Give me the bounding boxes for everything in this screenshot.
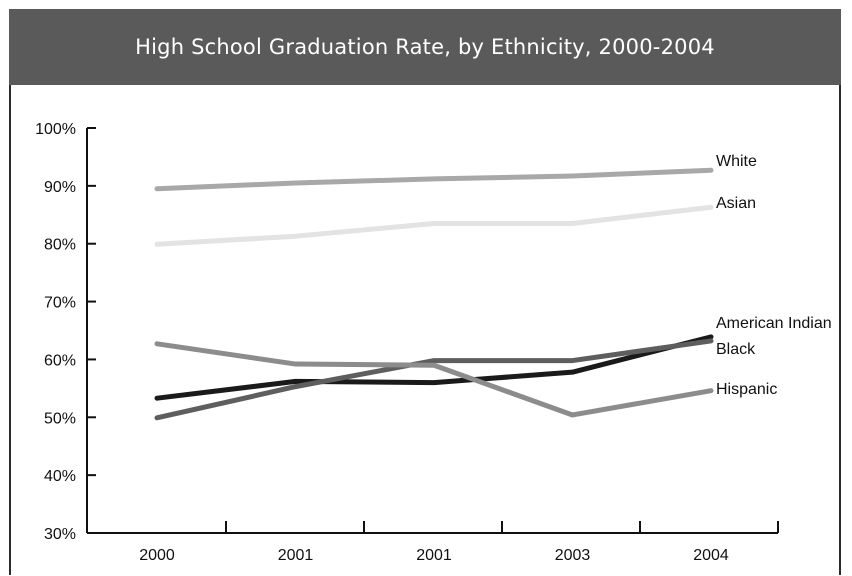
series-label: White (716, 153, 757, 170)
series-line-asian (154, 204, 714, 247)
series-labels: White Asian American Indian Black Hispanic (716, 153, 832, 398)
series-label: Asian (716, 195, 756, 212)
y-tick-label: 30% (44, 526, 76, 543)
chart-title: High School Graduation Rate, by Ethnicit… (135, 35, 715, 59)
series-line-white (154, 167, 714, 192)
series-line-black (154, 338, 714, 421)
series-line-american-indian (154, 334, 714, 401)
x-tick-label: 2004 (693, 547, 729, 564)
series-line-hispanic (154, 341, 714, 418)
series-label: Black (716, 341, 756, 358)
axes: 100% 90% 80% 70% 60% 50% 40% 30% 2000 2001 2001 200… (35, 121, 779, 564)
y-tick-label: 40% (44, 468, 76, 485)
series-lines (154, 167, 714, 421)
y-tick-label: 80% (44, 237, 76, 254)
x-tick-label: 2001 (416, 547, 452, 564)
chart-title-bar: High School Graduation Rate, by Ethnicit… (9, 9, 841, 85)
y-tick-label: 100% (35, 121, 76, 138)
y-tick-label: 90% (44, 179, 76, 196)
x-tick-label: 2003 (555, 547, 591, 564)
chart-frame (9, 9, 841, 575)
series-label: Hispanic (716, 381, 777, 398)
y-tick-label: 50% (44, 410, 76, 427)
x-tick-label: 2001 (278, 547, 314, 564)
series-label: American Indian (716, 315, 832, 332)
y-tick-label: 70% (44, 295, 76, 312)
x-tick-label: 2000 (139, 547, 175, 564)
y-tick-label: 60% (44, 352, 76, 369)
